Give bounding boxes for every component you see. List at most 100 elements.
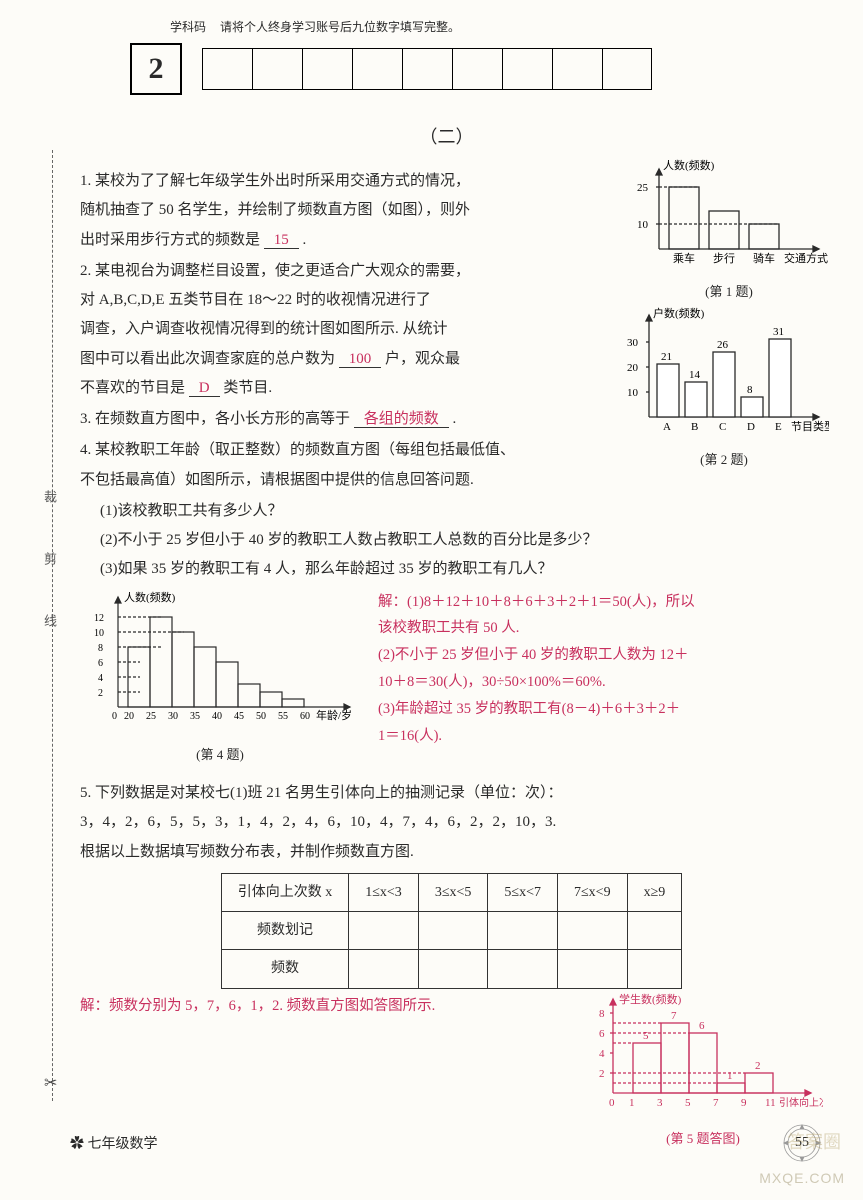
q5-line3: 根据以上数据填写频数分布表，并制作频数直方图. (80, 844, 414, 860)
q2-answer2: D (195, 380, 214, 396)
q4-sub3: (3)如果 35 岁的教职工有 4 人，那么年龄超过 35 岁的教职工有几人？ (100, 561, 553, 577)
q2-line1: 2. 某电视台为调整栏目设置，使之更适合广大观众的需要， (80, 263, 470, 279)
svg-text:14: 14 (689, 369, 701, 381)
svg-text:骑车: 骑车 (753, 251, 775, 265)
q1-suffix: . (303, 232, 307, 248)
q4-sub1: (1)该校教职工共有多少人？ (100, 503, 283, 519)
q5-solution: 解：频数分别为 5，7，6，1，2. 频数直方图如答图所示. (80, 993, 565, 1020)
q4-sub2: (2)不小于 25 岁但小于 40 岁的教职工人数占教职工人总数的百分比是多少？ (100, 532, 598, 548)
footer-grade: 七年级数学 (88, 1137, 158, 1152)
svg-text:30: 30 (627, 337, 639, 349)
svg-text:1: 1 (727, 1070, 733, 1082)
svg-text:引体向上次数: 引体向上次数 (779, 1096, 823, 1109)
svg-text:人数(频数): 人数(频数) (663, 159, 715, 172)
svg-text:6: 6 (699, 1020, 705, 1032)
svg-text:人数(频数): 人数(频数) (124, 590, 176, 604)
svg-text:户数(频数): 户数(频数) (653, 307, 705, 320)
svg-text:9: 9 (741, 1097, 747, 1109)
svg-text:8: 8 (98, 643, 103, 654)
svg-text:10: 10 (627, 387, 639, 399)
svg-text:31: 31 (773, 326, 784, 338)
subject-code-box: 2 (130, 43, 182, 95)
svg-text:35: 35 (190, 711, 200, 722)
q3-suffix: . (453, 411, 457, 427)
svg-text:0: 0 (112, 711, 117, 722)
svg-text:1: 1 (629, 1097, 635, 1109)
svg-text:节目类型: 节目类型 (791, 419, 829, 433)
q4-solution: 解：(1)8＋12＋10＋8＋6＋3＋2＋1＝50(人)，所以 该校教职工共有 … (378, 589, 823, 768)
svg-text:C: C (719, 421, 726, 433)
instruction-label: 请将个人终身学习账号后九位数字填写完整。 (220, 18, 460, 35)
svg-text:0: 0 (609, 1097, 615, 1109)
svg-text:55: 55 (278, 711, 288, 722)
q2-suffix: 类节目. (223, 380, 272, 396)
q2-line2: 对 A,B,C,D,E 五类节目在 18～22 时的收视情况进行了 (80, 292, 431, 308)
q1-answer: 15 (270, 232, 293, 248)
q1-line3: 出时采用步行方式的频数是 (80, 232, 260, 248)
svg-text:5: 5 (643, 1030, 649, 1042)
watermark-cn: 答案圈 (787, 1128, 841, 1154)
section-title: （二） (70, 123, 823, 149)
svg-text:21: 21 (661, 351, 672, 363)
svg-text:2: 2 (599, 1068, 605, 1080)
svg-text:26: 26 (717, 339, 729, 351)
account-boxes (202, 48, 652, 90)
q1-line2: 随机抽查了 50 名学生，并绘制了频数直方图（如图），则外 (80, 202, 470, 218)
q4-line2: 不包括最高值）如图所示，请根据图中提供的信息回答问题. (80, 472, 474, 488)
chart-q1: 25 10 乘车 步行 骑车 交通方式 人数(频数) (第 1 题) (629, 159, 829, 305)
svg-text:年龄/岁: 年龄/岁 (316, 708, 352, 722)
scissors-icon: ✂ (44, 1073, 57, 1093)
svg-text:乘车: 乘车 (673, 251, 695, 265)
chart-q1-svg: 25 10 乘车 步行 骑车 交通方式 人数(频数) (629, 159, 829, 269)
watermark-en: MXQE.COM (759, 1170, 845, 1186)
chart-q2-caption: (第 2 题) (619, 447, 829, 472)
content-area: 25 10 乘车 步行 骑车 交通方式 人数(频数) (第 1 题) (70, 167, 823, 1151)
page-footer: ✿ 七年级数学 55 (70, 1122, 823, 1164)
svg-text:学生数(频数): 学生数(频数) (619, 993, 682, 1006)
svg-text:B: B (691, 421, 698, 433)
cut-label: 裁 剪 线 (40, 490, 59, 645)
svg-text:D: D (747, 421, 755, 433)
svg-text:5: 5 (685, 1097, 691, 1109)
svg-text:4: 4 (599, 1048, 605, 1060)
svg-text:25: 25 (146, 711, 156, 722)
q2-line3: 调查，入户调查收视情况得到的统计图如图所示. 从统计 (80, 321, 448, 337)
q4-line1: 4. 某校教职工年龄（取正整数）的频数直方图（每组包括最低值、 (80, 442, 515, 458)
svg-text:A: A (663, 421, 671, 433)
chart-q2: 10 20 30 21 14 26 8 31 A B C D E 节目类型 户数… (619, 307, 829, 473)
chart-q4: 24 68 1012 0 2025 3035 4045 5055 60 年龄/岁… (80, 589, 360, 768)
chart-q1-caption: (第 1 题) (629, 279, 829, 304)
chart-q2-svg: 10 20 30 21 14 26 8 31 A B C D E 节目类型 户数… (619, 307, 829, 437)
svg-text:10: 10 (94, 628, 104, 639)
q3-answer: 各组的频数 (360, 411, 443, 427)
svg-text:交通方式: 交通方式 (784, 251, 828, 265)
svg-text:4: 4 (98, 673, 103, 684)
svg-text:步行: 步行 (713, 252, 735, 265)
svg-text:12: 12 (94, 613, 104, 624)
q3-text: 3. 在频数直方图中，各小长方形的高等于 (80, 411, 350, 427)
svg-text:20: 20 (124, 711, 134, 722)
svg-text:60: 60 (300, 711, 310, 722)
q5-line1: 5. 下列数据是对某校七(1)班 21 名男生引体向上的抽测记录（单位：次）： (80, 785, 563, 801)
svg-text:25: 25 (637, 182, 649, 194)
svg-text:20: 20 (627, 362, 639, 374)
svg-text:50: 50 (256, 711, 266, 722)
svg-text:11: 11 (765, 1097, 776, 1109)
q1-line1: 1. 某校为了了解七年级学生外出时所采用交通方式的情况， (80, 173, 470, 189)
svg-text:30: 30 (168, 711, 178, 722)
svg-text:8: 8 (747, 384, 753, 396)
svg-text:8: 8 (599, 1008, 605, 1020)
subject-code-label: 学科码 (170, 18, 206, 35)
svg-text:6: 6 (599, 1028, 605, 1040)
svg-text:2: 2 (98, 688, 103, 699)
svg-text:45: 45 (234, 711, 244, 722)
q5-table: 引体向上次数 x 1≤x<3 3≤x<5 5≤x<7 7≤x<9 x≥9 频数划… (221, 873, 683, 989)
q2-line5: 不喜欢的节目是 (80, 380, 185, 396)
svg-text:3: 3 (657, 1097, 663, 1109)
q2-mid: 户，观众最 (385, 351, 460, 367)
q5-line2: 3，4，2，6，5，5，3，1，4，2，4，6，10，4，7，4，6，2，2，1… (80, 814, 556, 830)
svg-text:6: 6 (98, 658, 103, 669)
svg-text:E: E (775, 421, 782, 433)
svg-text:10: 10 (637, 219, 649, 231)
svg-text:2: 2 (755, 1060, 761, 1072)
